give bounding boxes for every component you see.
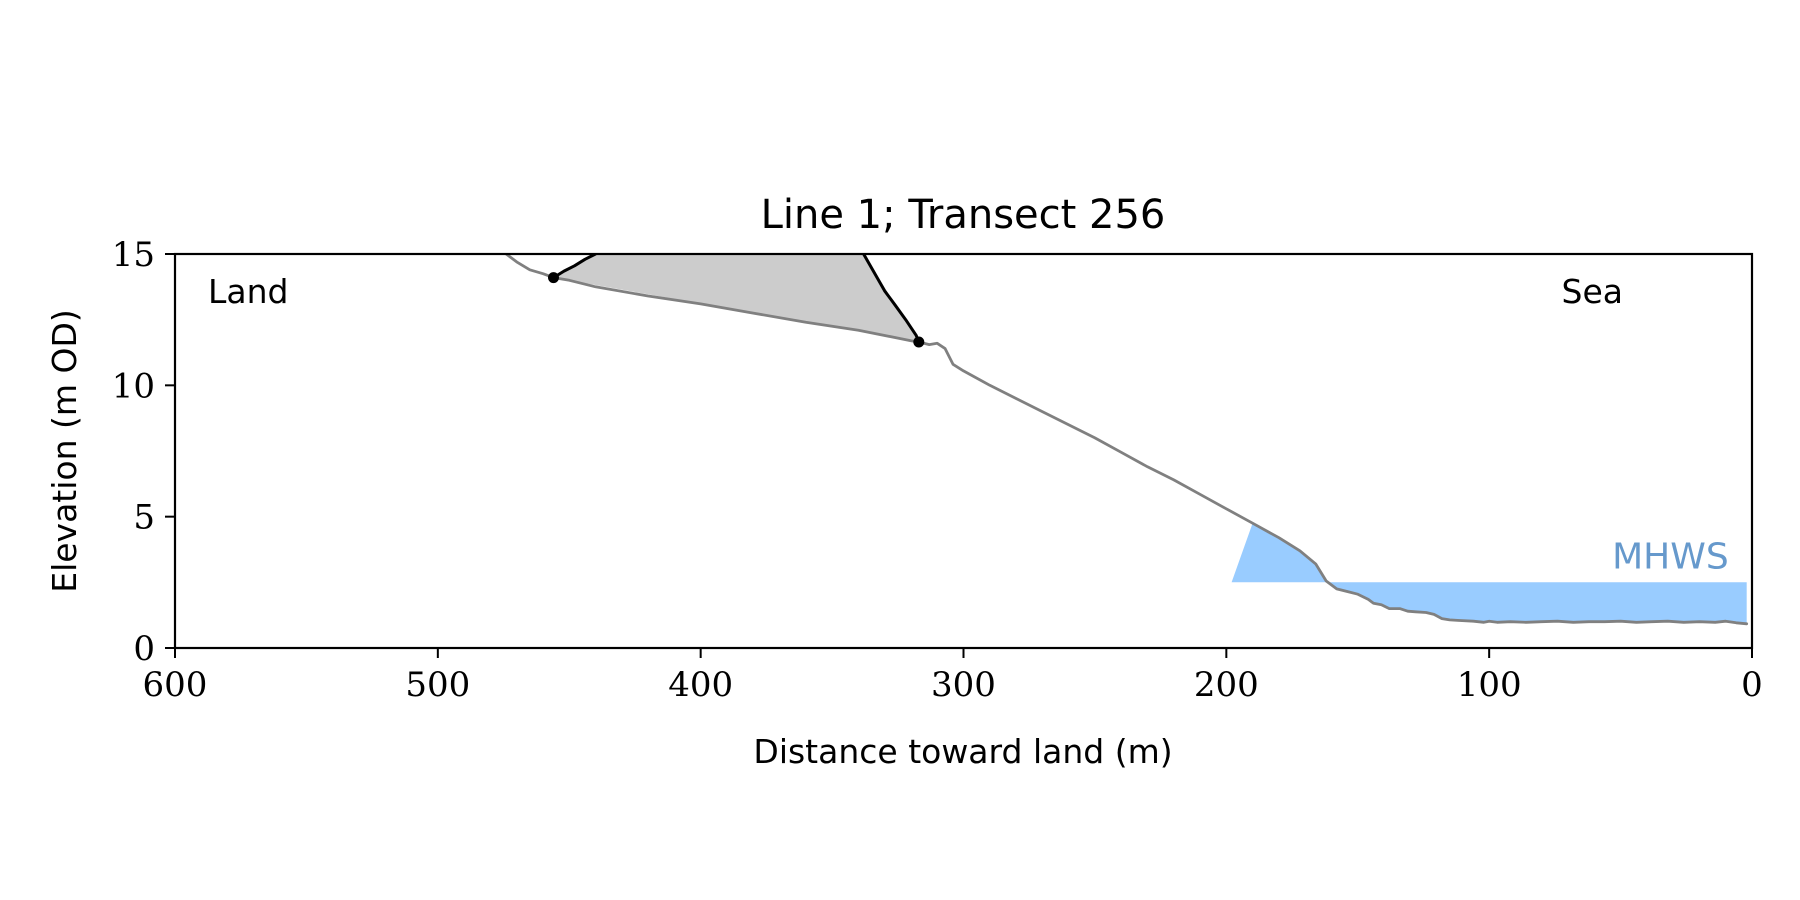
y-tick-label: 15 — [112, 235, 155, 275]
cliff-top-line — [552, 254, 597, 280]
y-axis-label: Elevation (m OD) — [45, 309, 84, 593]
x-tick-label: 600 — [143, 665, 208, 705]
y-tick-label: 0 — [133, 629, 155, 669]
cliff-point-marker — [548, 272, 559, 284]
series-layer — [504, 254, 1749, 626]
cliff-face-line — [862, 254, 921, 344]
chart-title: Line 1; Transect 256 — [761, 192, 1166, 238]
x-axis-label: Distance toward land (m) — [753, 732, 1172, 771]
mhws-label: MHWS — [1612, 536, 1729, 577]
mhws-water-band — [1231, 523, 1747, 624]
x-tick-label: 500 — [405, 665, 470, 705]
y-tick-label: 5 — [133, 498, 155, 538]
cliff-point-marker — [913, 336, 925, 348]
ground-profile — [504, 254, 1749, 626]
x-tick-label: 100 — [1457, 665, 1522, 705]
sea-label: Sea — [1562, 272, 1623, 311]
eroded-area — [553, 254, 919, 342]
water-layer — [1231, 523, 1747, 624]
x-tick-label: 400 — [668, 665, 733, 705]
marker-layer — [548, 272, 925, 348]
land-label: Land — [208, 272, 288, 311]
x-tick-label: 200 — [1194, 665, 1259, 705]
x-tick-label: 300 — [931, 665, 996, 705]
axis-layer: 600 500 400 300 200 100 0 0 5 10 15 — [112, 235, 1763, 705]
y-tick-label: 10 — [112, 366, 155, 406]
x-tick-label: 0 — [1741, 665, 1763, 705]
shade-layer — [553, 254, 919, 342]
